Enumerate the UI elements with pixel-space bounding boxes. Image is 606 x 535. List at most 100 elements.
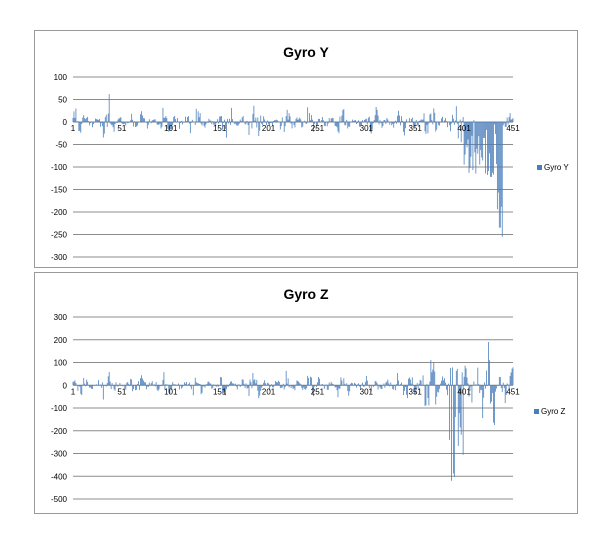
- bar: [210, 120, 212, 122]
- bar: [409, 379, 411, 386]
- bar: [473, 120, 475, 122]
- bar: [345, 122, 347, 126]
- bar: [354, 120, 355, 122]
- bar: [405, 122, 406, 129]
- bar: [430, 360, 432, 386]
- bar: [372, 385, 374, 388]
- bar: [417, 385, 419, 389]
- bar: [487, 385, 488, 386]
- bar: [466, 122, 468, 148]
- bar: [141, 375, 142, 386]
- bar: [246, 385, 248, 389]
- bar: [103, 122, 105, 134]
- bar: [282, 383, 284, 386]
- bar: [251, 122, 253, 129]
- bar: [98, 380, 99, 386]
- bar: [107, 113, 109, 122]
- bar: [356, 385, 357, 388]
- bar: [279, 385, 281, 389]
- bar: [413, 122, 415, 128]
- bar: [435, 385, 437, 405]
- bar: [109, 122, 111, 124]
- bar: [264, 380, 266, 386]
- bar: [75, 383, 77, 386]
- bar: [159, 385, 161, 387]
- bar: [157, 385, 159, 392]
- bar: [368, 385, 370, 389]
- bar: [301, 122, 303, 128]
- bar: [220, 116, 222, 122]
- bar: [311, 115, 312, 122]
- bar: [486, 122, 487, 130]
- bar: [277, 121, 279, 122]
- bar: [343, 109, 345, 122]
- bar: [209, 120, 211, 122]
- bar: [75, 108, 77, 122]
- chart-title: Gyro Y: [283, 44, 329, 60]
- bar: [208, 381, 210, 386]
- bar: [222, 385, 223, 394]
- bar: [499, 122, 501, 228]
- bar: [462, 385, 464, 455]
- y-tick-label: -400: [51, 472, 68, 481]
- bar: [203, 385, 205, 387]
- bar: [392, 385, 394, 390]
- x-tick-label: 151: [213, 124, 227, 133]
- bar: [80, 385, 82, 394]
- bar: [355, 120, 356, 122]
- bar: [269, 122, 270, 126]
- bar: [224, 119, 225, 122]
- bar: [491, 122, 492, 178]
- bar: [208, 118, 210, 122]
- bar: [124, 385, 126, 389]
- bar: [201, 385, 203, 393]
- bar: [308, 377, 310, 386]
- x-tick-label: 101: [164, 387, 178, 396]
- bar: [385, 382, 387, 386]
- y-tick-label: -100: [51, 404, 68, 413]
- x-tick-label: 251: [311, 124, 325, 133]
- bar: [328, 382, 330, 386]
- bar: [195, 382, 197, 386]
- bar: [431, 372, 433, 386]
- bar: [497, 122, 499, 193]
- bar: [317, 122, 318, 126]
- bar: [357, 384, 358, 386]
- x-ticks: 1 51 101 151 201 251 301 351 401 451: [71, 124, 520, 133]
- bar: [455, 106, 457, 122]
- bar: [310, 120, 311, 122]
- bar: [463, 376, 465, 386]
- bar: [401, 382, 402, 386]
- bar: [85, 119, 87, 122]
- bar: [296, 117, 298, 122]
- bar: [498, 376, 500, 386]
- bar: [182, 385, 183, 388]
- bar: [437, 385, 439, 392]
- bar: [473, 381, 475, 386]
- x-tick-label: 351: [409, 387, 423, 396]
- bar: [353, 120, 355, 122]
- bar: [272, 385, 273, 388]
- bar: [299, 383, 301, 386]
- bar: [151, 381, 153, 386]
- bar: [418, 383, 420, 386]
- bar: [453, 122, 455, 125]
- bar: [488, 122, 489, 171]
- bar: [105, 385, 107, 387]
- bar: [274, 384, 275, 386]
- bar: [161, 122, 163, 127]
- bar: [426, 383, 428, 386]
- bar: [140, 378, 141, 386]
- bar: [143, 382, 145, 386]
- bar: [191, 119, 193, 122]
- bar: [305, 385, 307, 390]
- bar: [275, 380, 276, 386]
- bar: [72, 381, 74, 386]
- bar: [239, 119, 241, 122]
- bar: [152, 384, 154, 386]
- bar: [443, 122, 444, 123]
- bar: [262, 385, 264, 387]
- bar: [497, 385, 499, 386]
- bar: [195, 108, 197, 122]
- bar: [485, 122, 487, 174]
